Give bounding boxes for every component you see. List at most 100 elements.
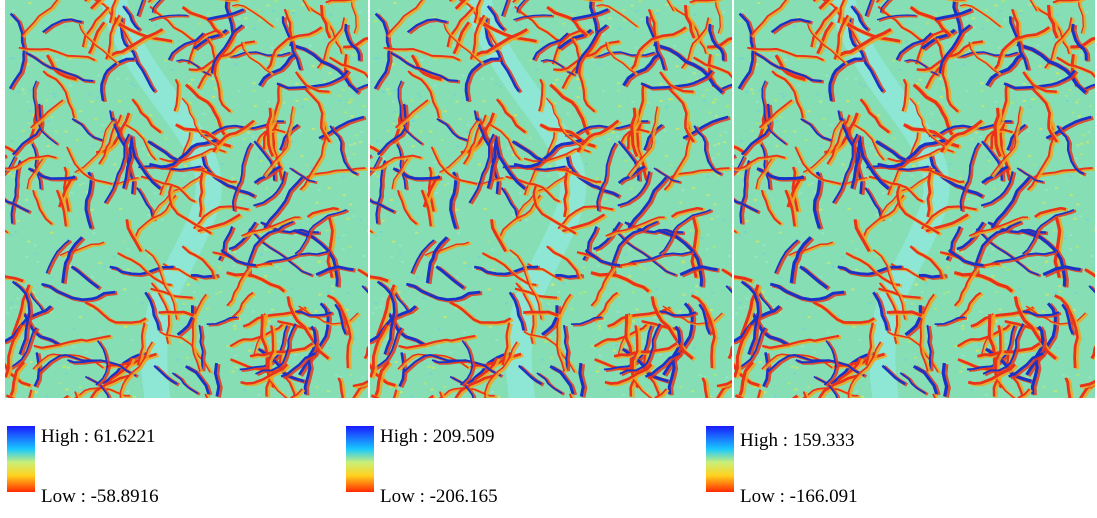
drainage-line <box>272 123 287 182</box>
texture <box>800 345 804 348</box>
drainage-line <box>481 252 537 286</box>
texture <box>45 395 48 398</box>
drainage-line <box>26 157 45 190</box>
texture <box>987 253 991 256</box>
drainage-line <box>902 79 910 113</box>
texture <box>740 175 744 178</box>
texture <box>251 310 255 313</box>
texture <box>233 250 236 253</box>
drainage-line <box>373 327 403 369</box>
texture <box>855 268 858 271</box>
drainage-line <box>231 4 274 28</box>
texture <box>137 374 141 377</box>
drainage-line <box>66 146 113 185</box>
drainage-line <box>658 208 712 255</box>
texture <box>1089 105 1092 108</box>
texture <box>716 53 720 56</box>
texture <box>9 234 13 237</box>
texture <box>64 372 68 375</box>
drainage-line <box>590 266 615 307</box>
drainage-line <box>449 375 475 398</box>
texture <box>635 10 639 13</box>
drainage-line <box>406 282 481 302</box>
drainage-line <box>37 354 100 374</box>
texture <box>47 120 50 123</box>
texture <box>609 26 613 29</box>
texture <box>1058 264 1062 267</box>
drainage-line <box>306 167 366 178</box>
drainage-line <box>666 0 675 12</box>
drainage-line <box>343 36 368 49</box>
texture <box>363 354 367 356</box>
texture <box>779 116 783 119</box>
drainage-line <box>593 321 650 348</box>
drainage-line <box>198 324 204 371</box>
texture <box>691 390 694 393</box>
texture <box>108 187 112 189</box>
drainage-line <box>262 83 281 150</box>
drainage-line <box>453 22 473 56</box>
texture <box>112 255 116 258</box>
texture <box>16 219 20 222</box>
texture <box>232 264 236 267</box>
texture <box>491 268 495 271</box>
texture <box>334 216 338 219</box>
drainage-line <box>578 362 585 397</box>
texture <box>1063 237 1067 240</box>
drainage-line <box>760 189 782 226</box>
drainage-line <box>350 0 357 34</box>
texture <box>673 44 677 47</box>
texture <box>1087 131 1091 134</box>
texture <box>836 315 840 318</box>
drainage-line <box>99 115 125 166</box>
drainage-line <box>991 251 1058 267</box>
drainage-line <box>734 145 747 155</box>
texture <box>773 395 777 398</box>
texture <box>1079 215 1083 218</box>
drainage-line <box>799 265 829 290</box>
texture <box>1079 174 1083 177</box>
drainage-line <box>397 80 423 145</box>
texture <box>674 331 678 334</box>
texture <box>998 46 1001 49</box>
texture <box>659 82 663 85</box>
drainage-line <box>1079 379 1095 388</box>
texture <box>736 172 740 175</box>
texture <box>996 28 1000 31</box>
legend: High : 209.509 Low : -206.165 <box>346 420 646 515</box>
drainage-line <box>591 51 655 57</box>
texture <box>797 161 801 163</box>
drainage-line <box>564 325 571 372</box>
drainage-line <box>436 118 468 142</box>
drainage-line <box>302 0 313 13</box>
drainage-line <box>255 323 297 375</box>
texture <box>251 135 255 138</box>
texture <box>393 89 397 92</box>
drainage-line <box>789 236 812 284</box>
drainage-line <box>231 142 252 211</box>
drainage-line <box>807 23 846 64</box>
texture <box>763 297 767 300</box>
texture <box>391 63 395 66</box>
texture <box>916 82 920 85</box>
drainage-line <box>185 365 210 395</box>
drainage-line <box>680 17 710 69</box>
texture <box>826 261 830 264</box>
texture <box>29 361 33 363</box>
drainage-line <box>357 268 368 278</box>
drainage-line <box>857 135 890 190</box>
texture <box>1004 340 1008 343</box>
drainage-line <box>825 340 840 388</box>
texture <box>274 0 278 3</box>
drainage-line <box>850 140 861 189</box>
texture <box>463 331 467 334</box>
drainage-line <box>667 0 677 13</box>
drainage-line <box>454 0 467 10</box>
texture <box>1080 337 1084 340</box>
texture <box>1001 0 1005 3</box>
texture <box>344 394 348 397</box>
texture <box>960 250 964 253</box>
texture <box>97 302 101 305</box>
texture <box>1055 186 1058 189</box>
texture <box>640 18 643 21</box>
